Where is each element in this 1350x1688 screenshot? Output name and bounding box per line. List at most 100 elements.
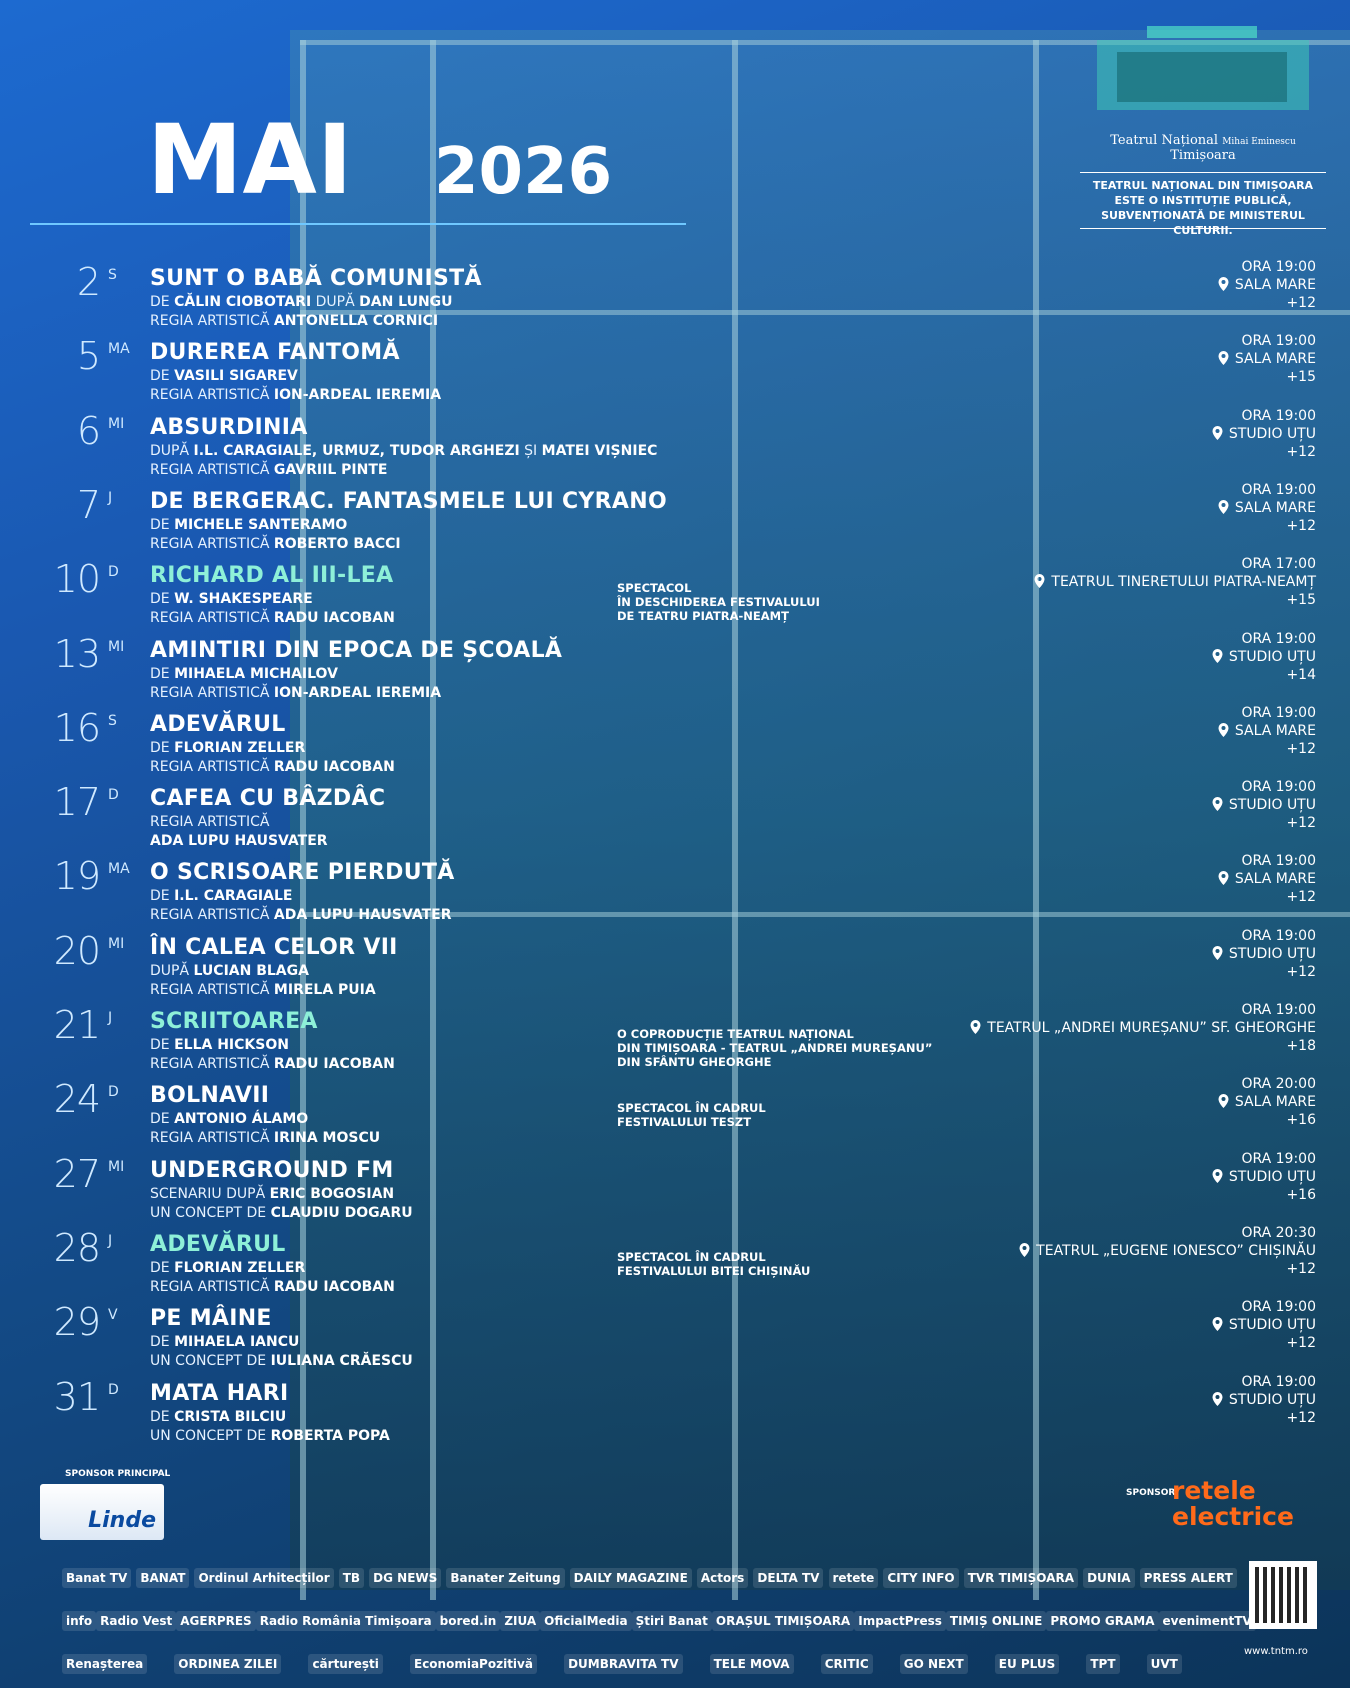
event-info: ORA 17:00 TEATRUL TINERETULUI PIATRA-NEAM…: [1034, 555, 1316, 609]
time: ORA 20:30: [1241, 1224, 1316, 1241]
day: 21: [53, 1003, 101, 1047]
event-title: MATA HARI: [150, 1380, 289, 1406]
credit-role: DE: [150, 516, 175, 533]
partner-logo: cărturești: [308, 1654, 383, 1674]
day: 7: [76, 482, 101, 527]
note-line: SPECTACOL ÎN CADRUL: [617, 1249, 766, 1264]
venue-name: STUDIO UȚU: [1228, 1317, 1316, 1334]
day: 17: [53, 780, 101, 825]
credit-role: REGIA ARTISTICĂ: [150, 1056, 274, 1072]
event-info: ORA 19:00 SALA MARE +12: [1218, 258, 1316, 312]
partner-logo: Ordinul Arhitecților: [194, 1568, 334, 1588]
credit-name: I.L. CARAGIALE, URMUZ, TUDOR ARGHEZI: [193, 442, 520, 459]
credit-name: LUCIAN BLAGA: [193, 962, 309, 979]
credit-line: UN CONCEPT DE IULIANA CRĂESCU: [150, 1353, 413, 1369]
credit-role: REGIA ARTISTICĂ: [150, 814, 270, 831]
logo-line: Teatrul Național: [1110, 133, 1219, 148]
partner-logo: Radio Vest: [96, 1611, 177, 1631]
venue-name: TEATRUL „ANDREI MUREȘANU” SF. GHEORGHE: [987, 1020, 1316, 1036]
credit-role: REGIA ARTISTICĂ: [150, 907, 274, 924]
credit-role: DE: [150, 294, 175, 310]
event-title: SCRIITOAREA: [150, 1009, 318, 1034]
venue-name: STUDIO UȚU: [1228, 797, 1316, 814]
event-title: BOLNAVII: [150, 1083, 270, 1109]
venue: TEATRUL „ANDREI MUREȘANU” SF. GHEORGHE: [970, 1019, 1316, 1037]
credit-name: ADA LUPU HAUSVATER: [273, 907, 452, 924]
institution-note: TEATRUL NAȚIONAL DIN TIMIȘOARA ESTE O IN…: [1070, 178, 1336, 238]
venue: TEATRUL TINERETULUI PIATRA-NEAMȚ: [1034, 573, 1316, 591]
theatre-logo: [1097, 26, 1309, 110]
credit-role: REGIA ARTISTICĂ: [150, 535, 274, 552]
event-title: PE MÂINE: [150, 1306, 272, 1332]
venue: SALA MARE: [1218, 870, 1316, 888]
event-title: ABSURDINIA: [150, 414, 308, 440]
age: +12: [1286, 1409, 1316, 1426]
credit-role: DE: [150, 1111, 175, 1128]
logo-line: Mihai Eminescu: [1222, 137, 1296, 147]
credit-line: REGIA ARTISTICĂ ROBERTO BACCI: [150, 536, 401, 552]
partner-logo: TIMIȘ ONLINE: [945, 1611, 1047, 1631]
credit-name: RADU IACOBAN: [273, 1056, 395, 1072]
credit-line: DE FLORIAN ZELLER: [150, 1260, 305, 1276]
logo-line: Timișoara: [1170, 148, 1236, 163]
venue: SALA MARE: [1218, 276, 1316, 294]
event-title: ÎN CALEA CELOR VII: [150, 934, 398, 960]
sponsor: retele electrice: [1172, 1478, 1294, 1530]
partner-logo: DELTA TV: [753, 1568, 824, 1588]
weekday: J: [108, 1232, 113, 1249]
age: +12: [1286, 740, 1316, 757]
age: +12: [1286, 443, 1316, 460]
partner-logo: Actors: [696, 1568, 749, 1588]
credit-role: UN CONCEPT DE: [150, 1427, 271, 1444]
partner-logo: TELE MOVA: [709, 1654, 794, 1674]
note-line: FESTIVALULUI BITEI CHIȘINĂU: [617, 1263, 811, 1278]
partner-row: info Radio Vest AGERPRES Radio România Timi…: [62, 1611, 1256, 1631]
frame: [300, 40, 306, 1600]
event-note: SPECTACOL ÎN CADRUL FESTIVALULUI BITEI CH…: [617, 1250, 810, 1278]
day: 5: [76, 334, 101, 379]
partner-logo: EU PLUS: [994, 1654, 1060, 1674]
credit-role: DE: [150, 739, 175, 756]
credit-line: REGIA ARTISTICĂ RADU IACOBAN: [150, 759, 395, 775]
frame: [300, 912, 1350, 917]
event-info: ORA 19:00 STUDIO UȚU +14: [1212, 630, 1316, 684]
credit-role: DE: [150, 1037, 175, 1053]
partner-logo: TB: [338, 1568, 365, 1588]
event-info: ORA 19:00 TEATRUL „ANDREI MUREȘANU” SF. G…: [970, 1001, 1316, 1055]
credit-line: DE MIHAELA IANCU: [150, 1334, 299, 1350]
day: 29: [53, 1300, 101, 1345]
frame: [300, 40, 1350, 45]
credit-line: DUPĂ LUCIAN BLAGA: [150, 963, 309, 979]
day: 31: [53, 1374, 101, 1419]
partner-logo: DUNIA: [1083, 1568, 1135, 1588]
partner-logo: BANAT: [136, 1568, 190, 1588]
partner-logo: TPT: [1086, 1654, 1120, 1674]
credit-name: MATEI VIȘNIEC: [541, 442, 658, 459]
credit-line: DE ELLA HICKSON: [150, 1037, 289, 1053]
event-note: SPECTACOL ÎN DESCHIDEREA FESTIVALULUI DE T…: [617, 581, 820, 623]
credit-role: DE: [150, 888, 175, 905]
credit-line: REGIA ARTISTICĂ RADU IACOBAN: [150, 1056, 395, 1072]
credit-role: DE: [150, 1334, 175, 1351]
credit-line: UN CONCEPT DE CLAUDIU DOGARU: [150, 1205, 413, 1221]
credit-role: ȘI: [519, 442, 542, 459]
partner-logo: CRITIC: [820, 1654, 873, 1674]
event-info: ORA 19:00 SALA MARE +12: [1218, 852, 1316, 906]
time: ORA 19:00: [1241, 1373, 1316, 1390]
time: ORA 20:00: [1241, 1076, 1316, 1093]
venue-name: SALA MARE: [1234, 722, 1316, 739]
partner-logo: ORDINEA ZILEI: [174, 1654, 282, 1674]
partner-logo: ImpactPress: [854, 1611, 946, 1631]
rule: [1080, 228, 1326, 229]
event-title: UNDERGROUND FM: [150, 1157, 394, 1183]
note-line: SUBVENȚIONATĂ DE MINISTERUL CULTURII.: [1101, 209, 1305, 237]
partner-logo: EconomiaPozitivă: [410, 1654, 537, 1674]
credit-role: DE: [150, 368, 175, 385]
note-line: TEATRUL NAȚIONAL DIN TIMIȘOARA: [1092, 179, 1314, 192]
event-info: ORA 19:00 STUDIO UȚU +12: [1212, 1373, 1316, 1427]
note-line: ESTE O INSTITUȚIE PUBLICĂ,: [1114, 194, 1292, 207]
weekday: D: [108, 1381, 119, 1398]
event-title: DE BERGERAC. FANTASMELE LUI CYRANO: [150, 488, 667, 514]
credit-line: REGIA ARTISTICĂ MIRELA PUIA: [150, 982, 376, 998]
